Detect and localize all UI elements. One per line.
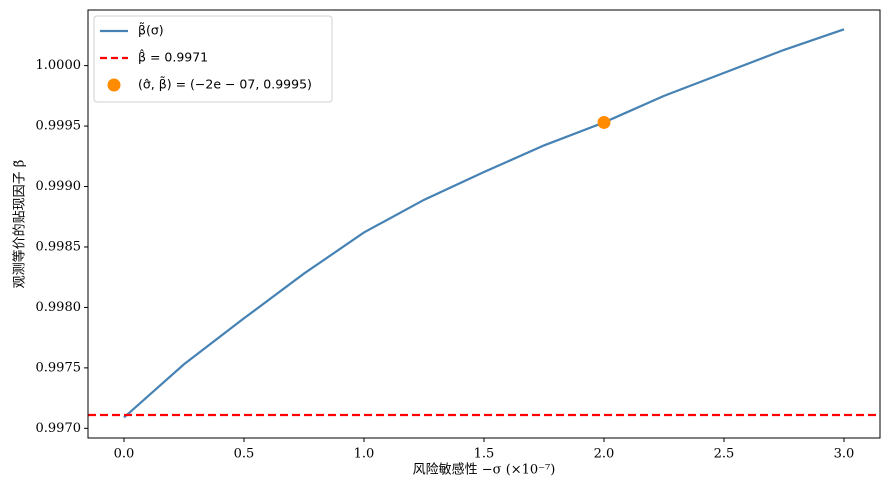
x-tick-label: 1.0 <box>354 447 375 462</box>
y-tick-label: 0.9995 <box>36 119 82 134</box>
y-tick-label: 0.9990 <box>36 179 82 194</box>
x-tick-label: 0.0 <box>114 447 135 462</box>
x-tick-label: 2.0 <box>594 447 615 462</box>
x-tick-label: 1.5 <box>474 447 495 462</box>
highlight-point <box>597 115 611 129</box>
x-tick-label: 2.5 <box>714 447 735 462</box>
x-axis-label: 风险敏感性 −σ (×10⁻⁷) <box>413 462 556 478</box>
y-tick-label: 0.9980 <box>36 300 82 315</box>
legend-label: β̃(σ) <box>138 22 164 37</box>
y-tick-label: 0.9970 <box>36 421 82 436</box>
legend-label: (σ̂, β̃) = (−2e − 07, 0.9995) <box>138 76 312 91</box>
plot-frame <box>87 9 881 439</box>
x-tick-label: 0.5 <box>234 447 255 462</box>
y-tick-label: 0.9985 <box>36 239 82 254</box>
plot <box>88 28 880 419</box>
y-axis-label: 观测等价的贴现因子 β̃ <box>12 160 28 289</box>
y-tick-label: 0.9975 <box>36 360 82 375</box>
y-tick-label: 1.0000 <box>36 58 82 73</box>
legend-marker <box>107 78 121 92</box>
legend-label: β̂ = 0.9971 <box>138 48 208 64</box>
legend-box <box>93 15 333 103</box>
line <box>123 28 845 419</box>
x-tick-label: 3.0 <box>834 447 855 462</box>
